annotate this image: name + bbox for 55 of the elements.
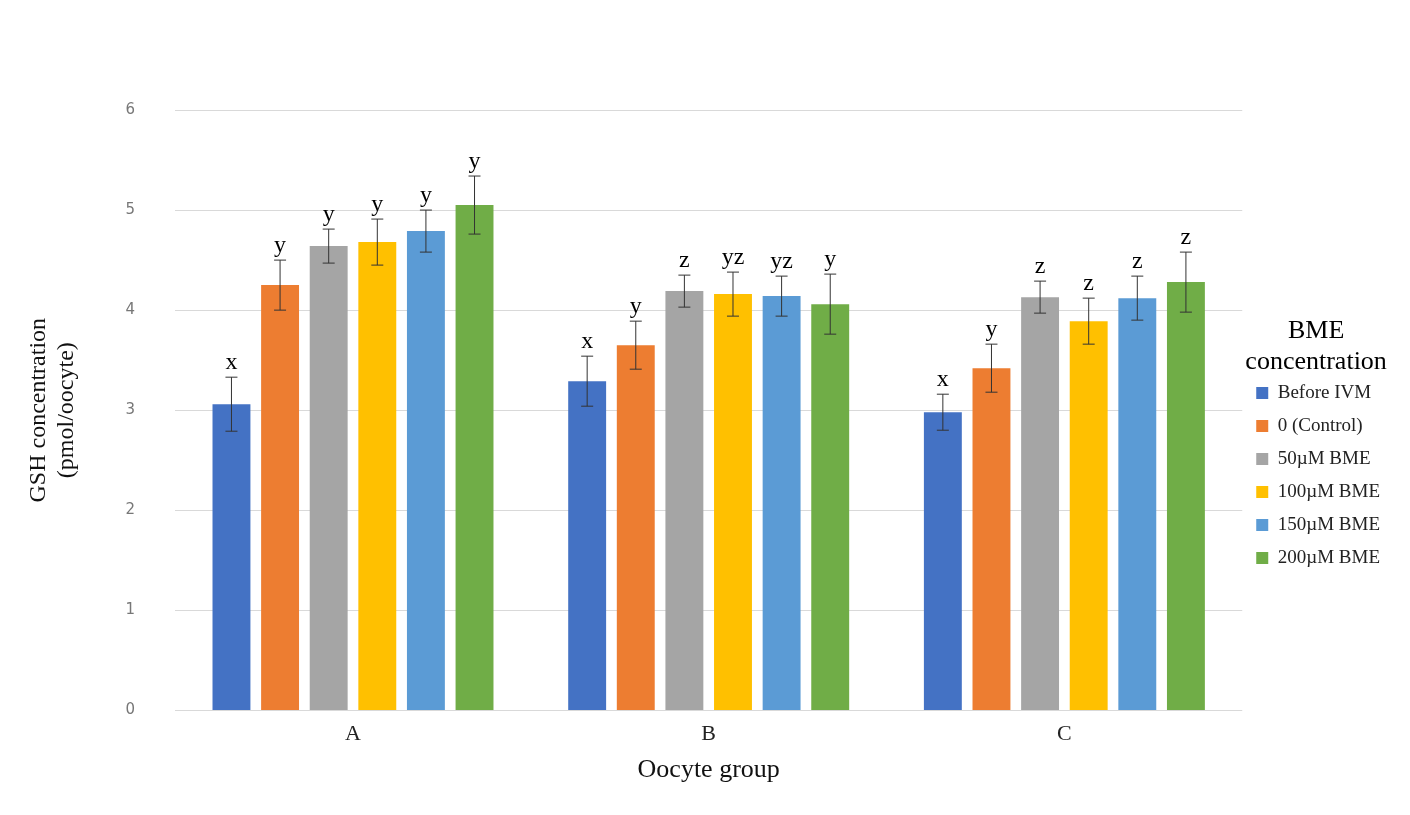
bar bbox=[923, 412, 962, 710]
data-label: z bbox=[1034, 252, 1046, 279]
bar bbox=[358, 242, 397, 710]
y-tick-label: 5 bbox=[125, 199, 136, 218]
y-tick-label: 3 bbox=[125, 400, 136, 419]
legend-label: 50µM BME bbox=[1277, 447, 1371, 469]
data-label: y bbox=[322, 200, 335, 227]
x-tick-label: B bbox=[701, 720, 717, 746]
legend-label: 0 (Control) bbox=[1277, 414, 1363, 437]
legend-label: 150µM BME bbox=[1277, 513, 1380, 535]
bar bbox=[762, 296, 801, 710]
data-label: x bbox=[581, 327, 594, 354]
legend-label: Before IVM bbox=[1277, 381, 1372, 403]
bar bbox=[1166, 282, 1205, 710]
bar bbox=[811, 304, 850, 710]
bar bbox=[714, 294, 752, 710]
x-axis-title: Oocyte group bbox=[637, 754, 780, 784]
data-label: yz bbox=[721, 243, 745, 270]
data-label: z bbox=[1083, 269, 1095, 296]
bar bbox=[616, 345, 655, 710]
bar bbox=[665, 291, 704, 710]
x-tick-label: C bbox=[1057, 720, 1072, 746]
data-label: y bbox=[985, 315, 998, 342]
y-tick-label: 1 bbox=[125, 600, 136, 619]
y-axis-title: GSH concentration (pmol/oocyte) bbox=[23, 317, 79, 503]
bar bbox=[455, 205, 494, 710]
data-label: y bbox=[419, 181, 432, 208]
bar bbox=[309, 246, 348, 710]
data-label: y bbox=[629, 292, 642, 319]
bar bbox=[261, 285, 300, 710]
y-tick-label: 2 bbox=[125, 500, 136, 519]
legend-title: BME concentration bbox=[1245, 315, 1387, 376]
bar bbox=[406, 231, 445, 710]
bar bbox=[568, 381, 607, 710]
bar bbox=[1118, 298, 1157, 710]
data-label: z bbox=[679, 246, 690, 273]
data-label: y bbox=[371, 190, 384, 217]
legend-label: 200µM BME bbox=[1277, 546, 1380, 568]
legend-label: 100µM BME bbox=[1277, 480, 1380, 502]
bar bbox=[1069, 321, 1108, 710]
y-tick-label: 0 bbox=[125, 700, 136, 719]
data-label: y bbox=[468, 147, 481, 174]
data-label: z bbox=[1131, 247, 1143, 274]
data-label: x bbox=[225, 348, 238, 375]
bar bbox=[1021, 297, 1060, 710]
data-label: x bbox=[936, 365, 949, 392]
y-tick-label: 6 bbox=[125, 99, 136, 118]
bar bbox=[212, 404, 251, 710]
data-label: y bbox=[274, 231, 287, 258]
data-label: y bbox=[824, 245, 837, 272]
y-tick-label: 4 bbox=[125, 300, 136, 319]
data-label: yz bbox=[770, 247, 793, 274]
x-tick-label: A bbox=[345, 720, 362, 746]
data-label: z bbox=[1180, 223, 1192, 250]
bar bbox=[972, 368, 1011, 710]
